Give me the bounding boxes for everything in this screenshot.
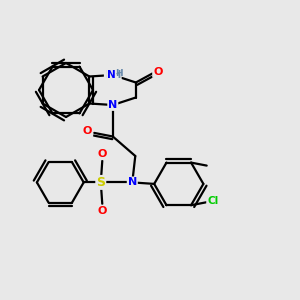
Text: O: O: [98, 149, 107, 159]
Text: O: O: [98, 206, 107, 216]
Text: S: S: [96, 176, 105, 189]
Text: O: O: [83, 126, 92, 136]
Text: H: H: [116, 69, 123, 78]
Text: N: N: [108, 100, 117, 110]
Text: N: N: [128, 177, 137, 188]
Text: Cl: Cl: [207, 196, 218, 206]
Text: N: N: [107, 70, 116, 80]
Text: NH: NH: [105, 70, 121, 80]
Text: O: O: [153, 67, 163, 77]
